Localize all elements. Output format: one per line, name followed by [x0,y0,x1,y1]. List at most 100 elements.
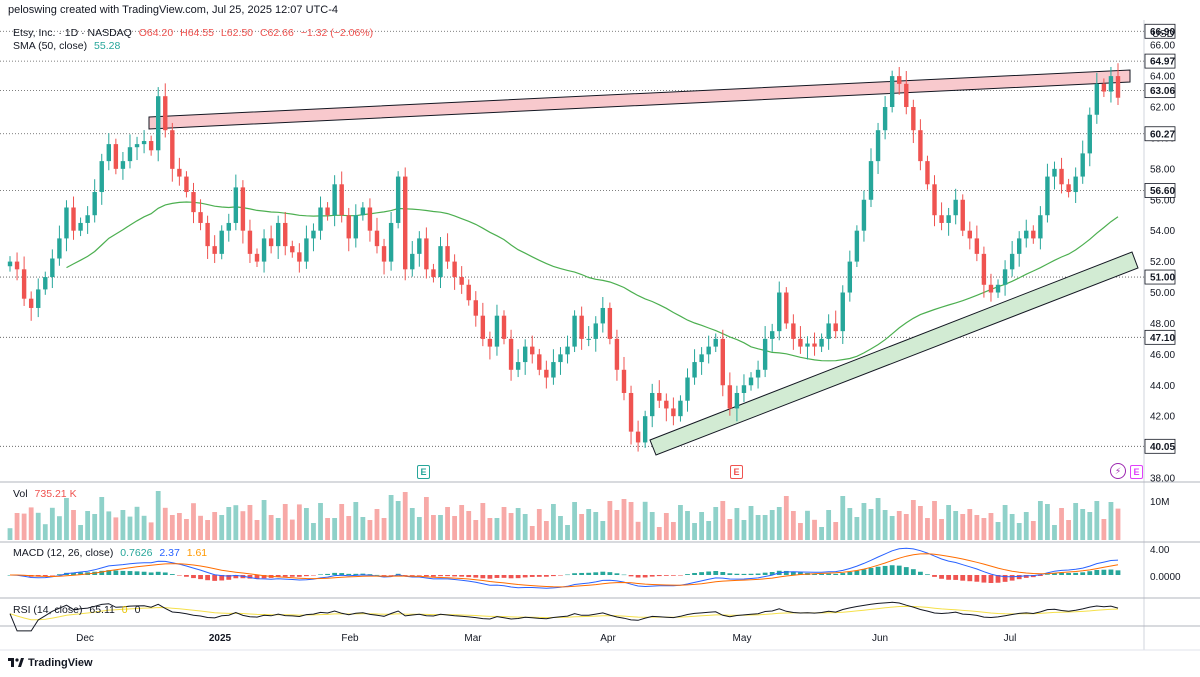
volume-bar [882,510,888,540]
signal-line [10,553,1119,588]
rsi-label[interactable]: RSI (14, close) [13,604,83,616]
candle-body [261,238,267,262]
candle-body [459,277,464,285]
volume-bar [748,506,754,540]
candle-body [346,215,351,239]
macd-hist-bar [296,575,302,577]
candle-body [381,246,387,262]
tradingview-footer[interactable]: TradingView [8,657,93,669]
candle-body [621,369,627,393]
rsi-legend[interactable]: RSI (14, close) 65.11 0 0 [13,604,140,616]
price-tick-label: 42.00 [1150,412,1175,423]
support-channel[interactable] [649,251,1139,456]
price-axis[interactable]: 38.0040.0042.0044.0046.0048.0050.0052.00… [1150,41,1175,485]
macd-legend[interactable]: MACD (12, 26, close) 0.7626 2.37 1.61 [13,547,207,559]
price-tick-label: 56.00 [1150,195,1175,206]
candle-body [212,246,217,254]
volume-label[interactable]: Vol [13,488,28,500]
volume-bar [431,515,436,540]
time-tick-label: Apr [600,633,616,644]
candle-body [64,207,69,239]
volume-bar [925,518,930,540]
level-tags: 66.90 64.97 63.06 60.27 56.60 51.00 47.10 40.05 [1144,23,1175,454]
candle-body [78,222,83,231]
candle-body [755,369,761,378]
volume-bar [21,513,27,540]
volume-bar [910,500,916,540]
earnings-upcoming-icon[interactable]: E [1130,465,1143,479]
macd-hist-bar [953,575,959,580]
candle-body [268,238,274,247]
macd-hist-bar [184,575,189,577]
volume-bar [649,512,655,540]
candle-body [1016,238,1022,254]
candle-body [586,338,591,340]
volume-bar [946,505,952,540]
volume-legend[interactable]: Vol 735.21 K [13,488,77,500]
volume-bar [311,523,316,540]
candle-body [833,323,838,332]
macd-hist-bar [1094,569,1100,575]
macd-hist-bar [522,575,528,578]
sma-label[interactable]: SMA (50, close) [13,40,88,52]
candle-body [925,161,930,185]
time-tick-label: Mar [464,633,482,644]
macd-hist-bar [487,575,493,579]
volume-bar [1066,520,1071,540]
candle-body [99,161,104,193]
volume-bar [579,514,585,540]
macd-hist-bar [670,575,676,576]
macd-label[interactable]: MACD (12, 26, close) [13,547,114,559]
candle-body [494,315,500,347]
macd-hist-bar [452,575,458,577]
candle-body [918,130,923,162]
macd-hist-bar [621,574,627,576]
volume-bar [868,509,874,540]
currency-label[interactable]: USD [1152,28,1175,40]
resistance-channel[interactable] [148,69,1131,130]
candle-body [614,338,620,370]
macd-hist-bar [416,575,422,576]
volume-bar [113,517,119,540]
volume-bar [261,500,267,540]
macd-hist-bar [381,575,387,576]
price-tick-label: 38.00 [1150,474,1175,485]
macd-hist-bar [438,575,443,577]
sma-legend[interactable]: SMA (50, close) 55.28 [13,40,120,52]
macd-hist-bar [861,569,867,575]
volume-bar [903,514,909,540]
macd-hist-bar [459,575,465,577]
earnings-next-icon[interactable]: E [730,465,743,479]
candle-body [1108,76,1114,92]
macd-hist-bar [1009,575,1015,581]
trendline-channels[interactable] [148,69,1139,456]
macd-hist-bar [233,575,239,579]
candle-body [120,161,126,169]
volume-bar [670,522,676,540]
candle-body [410,253,415,270]
macd-hist-bar [191,575,196,579]
symbol-name[interactable]: Etsy, Inc. · 1D · NASDAQ [13,27,132,39]
candle-body [551,362,556,378]
macd-hist-bar [925,574,930,575]
time-axis[interactable]: Dec 2025 Feb Mar Apr May Jun Jul [76,633,1016,644]
macd-hist-bar [685,574,690,575]
volume-bar [275,518,281,540]
candle-body [1073,176,1078,193]
earnings-past-icon[interactable]: E [417,465,430,479]
macd-hist-bar [741,573,747,575]
macd-hist-bar [247,575,253,579]
volume-bar [621,499,627,540]
macd-hist-bar [120,570,126,575]
macd-hist-bar [649,575,655,577]
candle-body [847,261,853,293]
symbol-legend[interactable]: Etsy, Inc. · 1D · NASDAQ O64.20 H64.55 L… [13,27,373,39]
candle-body [713,338,718,347]
macd-hist-bar [431,575,436,577]
lightning-icon[interactable]: ⚡ [1110,463,1126,479]
macd-hist-bar [586,572,592,575]
candle-body [678,400,683,417]
volume-bar [663,513,669,540]
candle-body [995,284,1001,293]
